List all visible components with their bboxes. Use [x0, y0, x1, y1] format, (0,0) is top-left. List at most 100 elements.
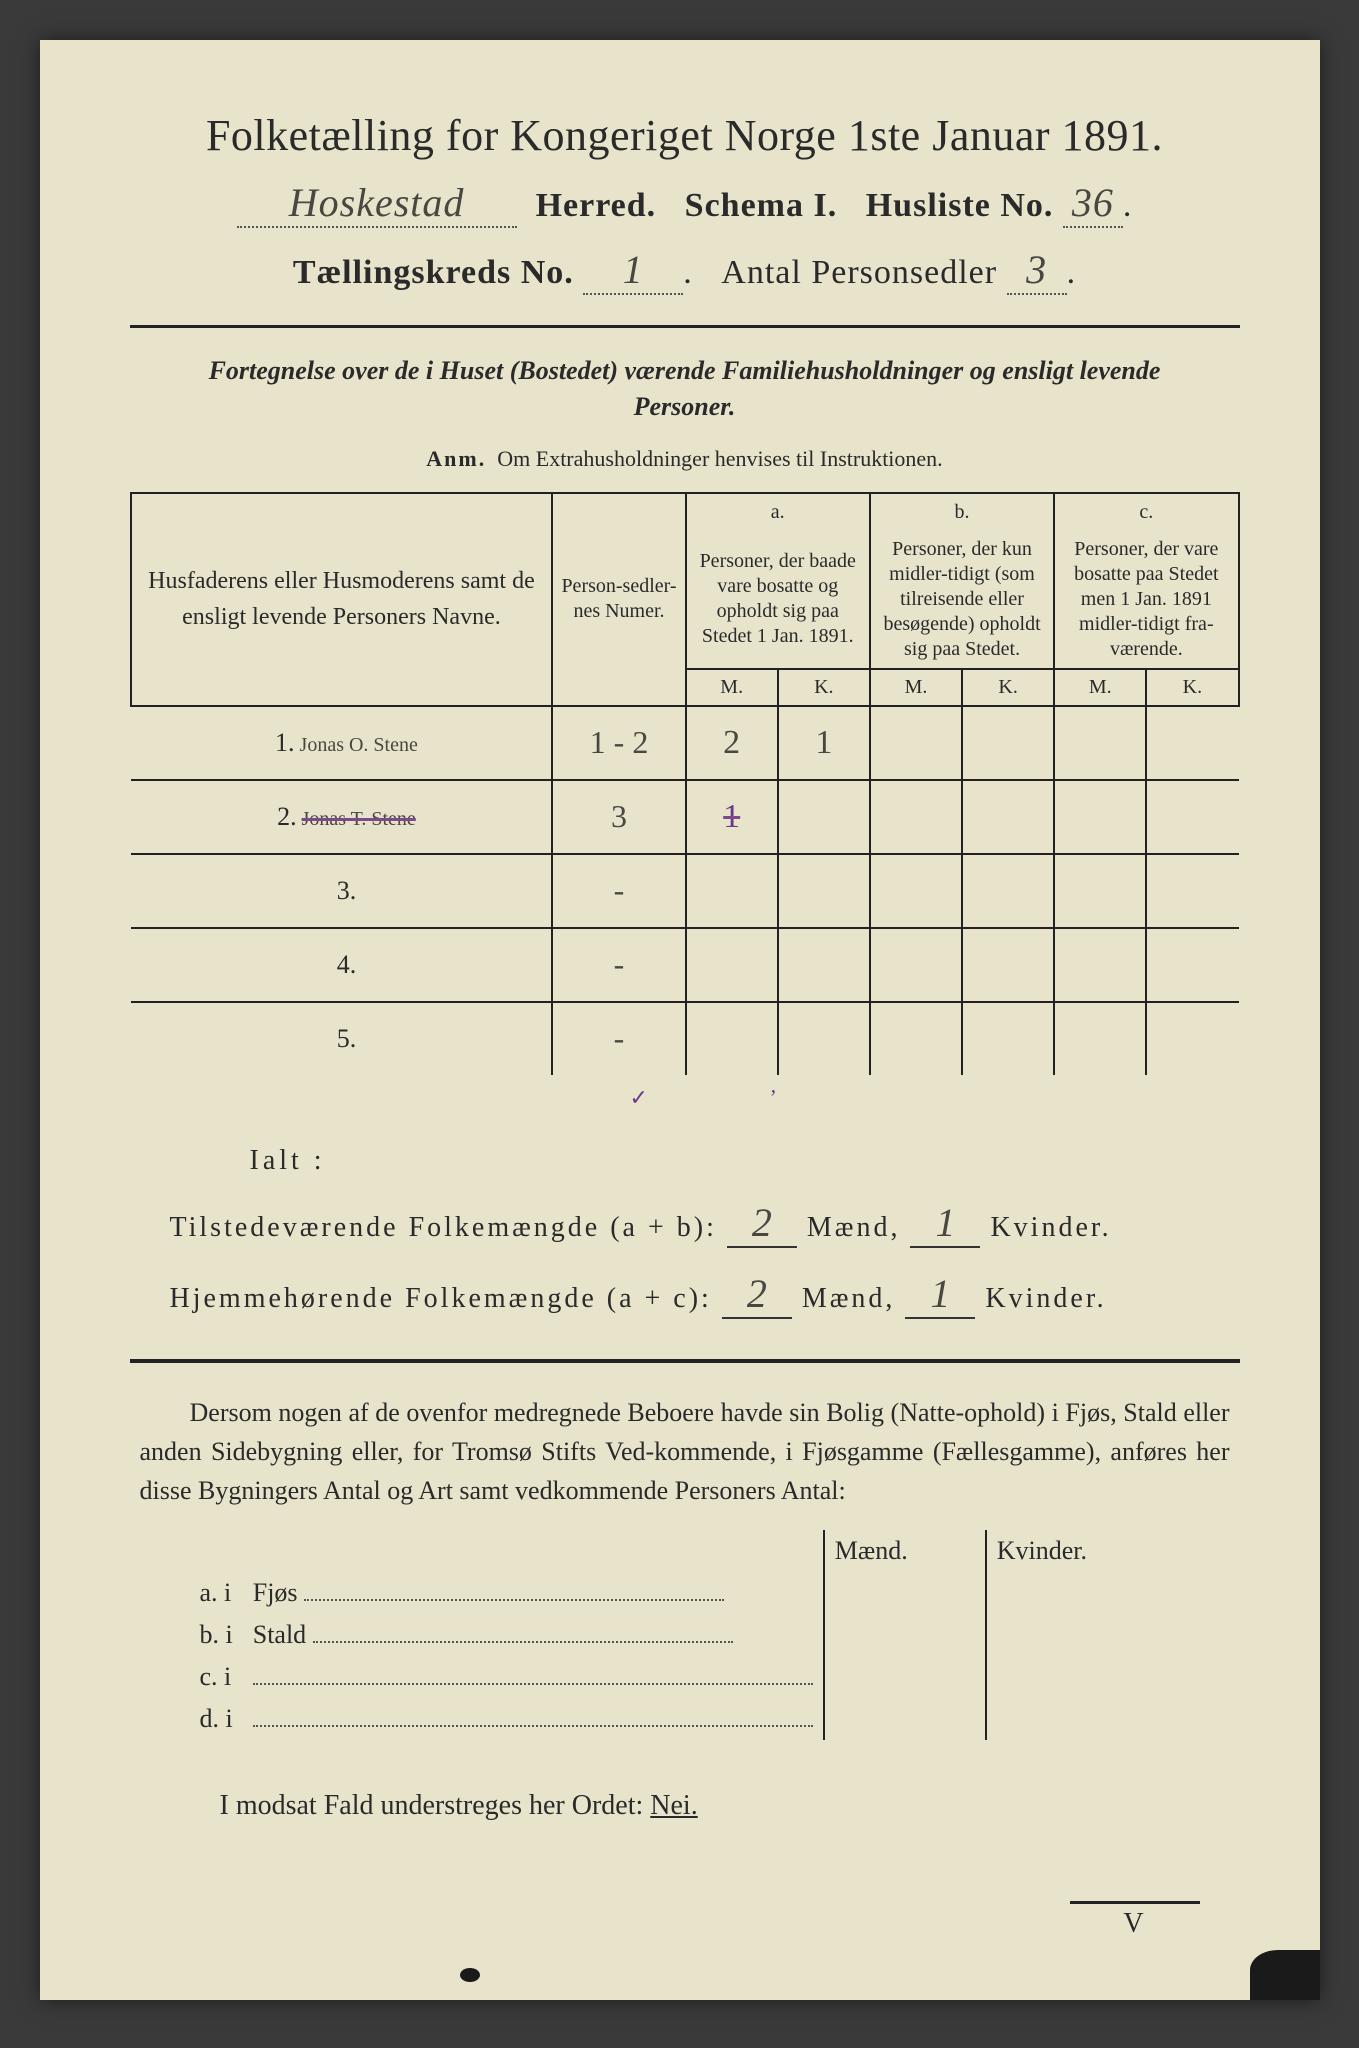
- th-b-k: K.: [962, 669, 1054, 706]
- c-k-cell: [1146, 1002, 1238, 1075]
- th-c-text: Personer, der vare bosatte paa Stedet me…: [1054, 531, 1238, 669]
- lower-m: [824, 1656, 986, 1698]
- row-name-cell: 2. Jonas T. Stene: [131, 780, 553, 854]
- lower-maend: Mænd.: [824, 1530, 986, 1572]
- row-name-cell: 1. Jonas O. Stene: [131, 706, 553, 780]
- corner-damage: [1250, 1950, 1320, 2000]
- b-m-cell: [870, 780, 962, 854]
- subheading: Fortegnelse over de i Huset (Bostedet) v…: [170, 353, 1200, 426]
- table-row: 1. Jonas O. Stene1 - 221: [131, 706, 1239, 780]
- th-c-label: c.: [1054, 493, 1238, 531]
- husliste-no: 36: [1063, 179, 1123, 228]
- lower-row: a. iFjøs: [190, 1572, 1147, 1614]
- anm-text: Om Extrahusholdninger henvises til Instr…: [497, 446, 942, 471]
- a-m-cell: 1: [686, 780, 778, 854]
- lower-k: [986, 1698, 1147, 1740]
- b-k-cell: [962, 928, 1054, 1002]
- th-numer: Person-sedler-nes Numer.: [552, 493, 685, 706]
- main-title: Folketælling for Kongeriget Norge 1ste J…: [130, 110, 1240, 161]
- lower-row: d. i: [190, 1698, 1147, 1740]
- row-name-cell: 5.: [131, 1002, 553, 1075]
- th-c-k: K.: [1146, 669, 1238, 706]
- a-m-cell: 2: [686, 706, 778, 780]
- lower-k: [986, 1614, 1147, 1656]
- header-line-3: Tællingskreds No. 1. Antal Personsedler …: [130, 246, 1240, 295]
- lower-type: Stald: [243, 1614, 824, 1656]
- header-line-2: Hoskestad Herred. Schema I. Husliste No.…: [130, 179, 1240, 228]
- final-line: I modsat Fald understreges her Ordet: Ne…: [220, 1790, 1240, 1822]
- ialt-label: Ialt :: [250, 1145, 1240, 1177]
- c-m-cell: [1054, 1002, 1146, 1075]
- hjemme-m: 2: [722, 1270, 792, 1319]
- c-k-cell: [1146, 928, 1238, 1002]
- c-m-cell: [1054, 706, 1146, 780]
- th-c-m: M.: [1054, 669, 1146, 706]
- kreds-no: 1: [583, 246, 683, 295]
- c-m-cell: [1054, 854, 1146, 928]
- table-row: 3. -: [131, 854, 1239, 928]
- row-name-cell: 4.: [131, 928, 553, 1002]
- antal-label: Antal Personsedler: [721, 254, 997, 291]
- a-k-cell: [778, 1002, 870, 1075]
- herred-handwritten: Hoskestad: [237, 179, 517, 228]
- check-mark-a: ✓: [630, 1085, 648, 1111]
- lower-m: [824, 1698, 986, 1740]
- antal-no: 3: [1007, 246, 1067, 295]
- schema-label: Schema I.: [685, 187, 838, 224]
- th-a-label: a.: [686, 493, 870, 531]
- divider-2: [130, 1359, 1240, 1363]
- table-row: 5. -: [131, 1002, 1239, 1075]
- lower-paragraph: Dersom nogen af de ovenfor medregnede Be…: [140, 1393, 1230, 1510]
- a-k-cell: [778, 928, 870, 1002]
- lower-kvinder: Kvinder.: [986, 1530, 1147, 1572]
- person-name: Jonas T. Stene: [302, 808, 416, 830]
- c-k-cell: [1146, 706, 1238, 780]
- herred-label: Herred.: [536, 187, 657, 224]
- totals-hjemme: Hjemmehørende Folkemængde (a + c): 2 Mæn…: [170, 1270, 1240, 1319]
- th-b-m: M.: [870, 669, 962, 706]
- numer-cell: -: [552, 1002, 685, 1075]
- lower-label: a. i: [190, 1572, 243, 1614]
- check-mark-b: ʼ: [770, 1085, 777, 1111]
- a-k-cell: [778, 780, 870, 854]
- lower-row: b. iStald: [190, 1614, 1147, 1656]
- b-m-cell: [870, 706, 962, 780]
- numer-cell: -: [552, 928, 685, 1002]
- table-row: 4. -: [131, 928, 1239, 1002]
- lower-label: d. i: [190, 1698, 243, 1740]
- divider-1: [130, 325, 1240, 328]
- totals-tilstede: Tilstedeværende Folkemængde (a + b): 2 M…: [170, 1199, 1240, 1248]
- b-m-cell: [870, 1002, 962, 1075]
- tilstede-k: 1: [910, 1199, 980, 1248]
- lower-m: [824, 1572, 986, 1614]
- row-name-cell: 3.: [131, 854, 553, 928]
- b-k-cell: [962, 854, 1054, 928]
- census-form-page: Folketælling for Kongeriget Norge 1ste J…: [40, 40, 1320, 2000]
- table-row: 2. Jonas T. Stene31: [131, 780, 1239, 854]
- lower-type: Fjøs: [243, 1572, 824, 1614]
- a-m-cell: [686, 1002, 778, 1075]
- c-k-cell: [1146, 780, 1238, 854]
- a-m-cell: [686, 854, 778, 928]
- b-m-cell: [870, 928, 962, 1002]
- a-m-cell: [686, 928, 778, 1002]
- nei-word: Nei.: [650, 1790, 697, 1821]
- main-table: Husfaderens eller Husmoderens samt de en…: [130, 492, 1240, 1075]
- th-name: Husfaderens eller Husmoderens samt de en…: [131, 493, 553, 706]
- b-k-cell: [962, 1002, 1054, 1075]
- lower-k: [986, 1656, 1147, 1698]
- a-k-cell: 1: [778, 706, 870, 780]
- th-b-text: Personer, der kun midler-tidigt (som til…: [870, 531, 1054, 669]
- lower-label: b. i: [190, 1614, 243, 1656]
- hjemme-k: 1: [905, 1270, 975, 1319]
- tilstede-m: 2: [727, 1199, 797, 1248]
- ink-blot: [460, 1968, 480, 1982]
- numer-cell: -: [552, 854, 685, 928]
- th-a-text: Personer, der baade vare bosatte og opho…: [686, 531, 870, 669]
- c-k-cell: [1146, 854, 1238, 928]
- c-m-cell: [1054, 928, 1146, 1002]
- a-k-cell: [778, 854, 870, 928]
- lower-type: [243, 1656, 824, 1698]
- anm-line: Anm. Om Extrahusholdninger henvises til …: [130, 446, 1240, 472]
- kreds-label: Tællingskreds No.: [293, 254, 574, 291]
